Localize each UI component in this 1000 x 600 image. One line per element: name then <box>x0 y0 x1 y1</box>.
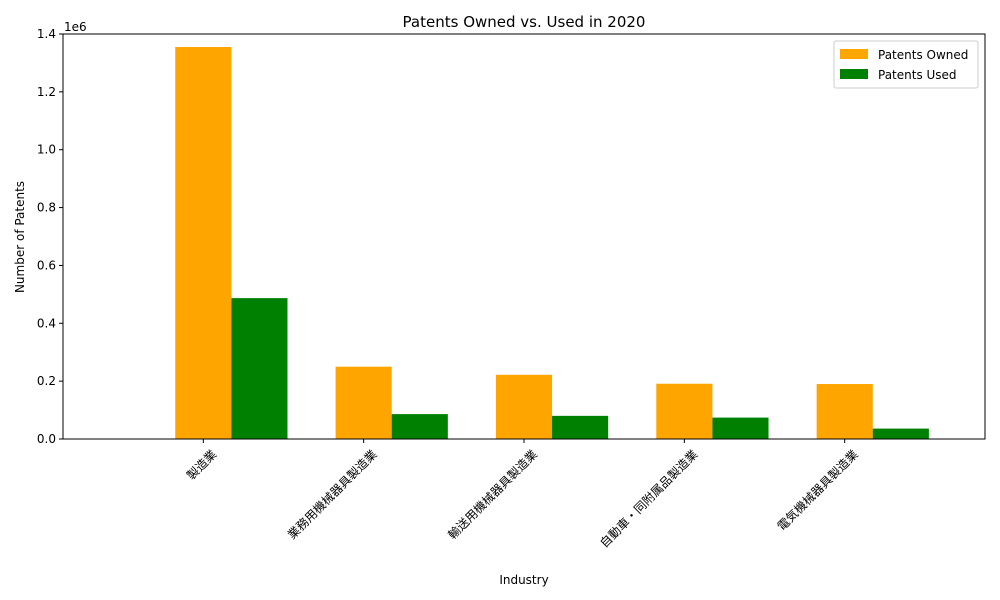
x-tick-label: 自動車・同附属品製造業 <box>597 447 700 550</box>
bar-owned-2 <box>496 375 552 439</box>
y-tick-label: 1.0 <box>37 143 56 157</box>
bar-owned-0 <box>175 47 231 439</box>
x-tick-label: 業務用機械器具製造業 <box>284 447 379 542</box>
y-tick-label: 0.0 <box>37 432 56 446</box>
y-tick-label: 1.4 <box>37 27 56 41</box>
x-tick-label: 電気機械器具製造業 <box>774 447 861 534</box>
y-tick-label: 0.2 <box>37 374 56 388</box>
y-axis-multiplier: 1e6 <box>64 20 87 34</box>
bar-used-2 <box>552 416 608 439</box>
x-axis: 製造業 業務用機械器具製造業輸送用機械器具製造業自動車・同附属品製造業電気機械器具… <box>184 439 861 550</box>
x-tick-label: 製造業 <box>184 447 219 482</box>
y-tick-label: 1.2 <box>37 85 56 99</box>
x-axis-label: Industry <box>499 573 548 587</box>
legend-label-owned: Patents Owned <box>878 48 968 62</box>
bar-owned-3 <box>656 384 712 439</box>
bar-owned-1 <box>336 367 392 439</box>
y-axis: 0.0 0.2 0.4 0.6 0.8 1.0 1.2 1.4 <box>37 27 63 446</box>
legend-label-used: Patents Used <box>878 68 957 82</box>
bar-owned-4 <box>817 384 873 439</box>
y-tick-label: 0.8 <box>37 201 56 215</box>
y-tick-label: 0.6 <box>37 258 56 272</box>
y-tick-label: 0.4 <box>37 316 56 330</box>
y-axis-label: Number of Patents <box>13 181 27 293</box>
legend-swatch-used <box>840 69 868 79</box>
chart-title: Patents Owned vs. Used in 2020 <box>403 13 646 31</box>
x-tick-label: 輸送用機械器具製造業 <box>445 447 540 542</box>
legend-swatch-owned <box>840 49 868 59</box>
legend: Patents Owned Patents Used <box>834 41 978 88</box>
bar-used-3 <box>712 418 768 439</box>
bars-group <box>175 47 929 439</box>
bar-used-4 <box>873 429 929 439</box>
bar-used-1 <box>392 414 448 439</box>
bar-used-0 <box>231 298 287 439</box>
